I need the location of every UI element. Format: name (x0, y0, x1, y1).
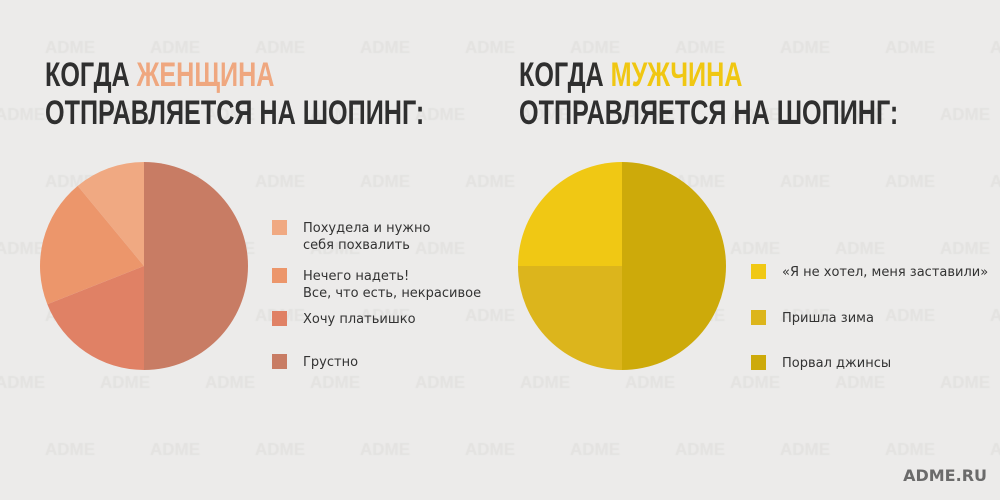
legend-label: Пришла зима (782, 310, 874, 327)
women-pie-chart (40, 162, 248, 370)
title-line2: ОТПРАВЛЯЕТСЯ НА ШОПИНГ: (519, 94, 899, 132)
legend-label-line: себя похвалить (303, 238, 410, 253)
title-prefix: КОГДА (45, 56, 130, 94)
legend-swatch (751, 310, 766, 325)
legend-swatch (751, 264, 766, 279)
legend-swatch (272, 268, 287, 283)
pie-slice (622, 162, 726, 370)
legend-label-line: Все, что есть, некрасивое (303, 286, 482, 301)
pie-slice (144, 162, 248, 370)
left-title: КОГДА ЖЕНЩИНА ОТПРАВЛЯЕТСЯ НА ШОПИНГ: (45, 56, 558, 132)
legend-label: Нечего надеть! Все, что есть, некрасивое (303, 268, 481, 302)
legend-label-line: Пришла зима (782, 311, 874, 326)
footer-brand: ADME.RU (903, 466, 987, 485)
legend-label-line: Порвал джинсы (782, 356, 892, 371)
legend-label: Хочу платьишко (303, 311, 416, 328)
legend-swatch (272, 220, 287, 235)
title-accent: ЖЕНЩИНА (136, 56, 275, 94)
title-prefix: КОГДА (519, 56, 604, 94)
pie-slice (518, 266, 622, 370)
legend-label-line: Похудела и нужно (303, 221, 431, 236)
legend-label-line: Нечего надеть! (303, 269, 410, 284)
legend-label-line: Хочу платьишко (303, 312, 416, 327)
legend-label: Порвал джинсы (782, 355, 891, 372)
title-line2: ОТПРАВЛЯЕТСЯ НА ШОПИНГ: (45, 94, 425, 132)
title-accent: МУЖЧИНА (610, 56, 743, 94)
pie-slice (518, 162, 622, 266)
men-pie-chart (518, 162, 726, 370)
pie-slice (40, 185, 145, 305)
pie-slice (47, 266, 144, 370)
legend-label-line: «Я не хотел, меня заставили» (782, 265, 989, 280)
legend-label: Грустно (303, 354, 358, 371)
legend-label-line: Грустно (303, 355, 359, 370)
legend-swatch (272, 311, 287, 326)
legend-swatch (272, 354, 287, 369)
pie-slice (77, 162, 144, 266)
legend-label: Похудела и нужно себя похвалить (303, 220, 430, 254)
right-title: КОГДА МУЖЧИНА ОТПРАВЛЯЕТСЯ НА ШОПИНГ: (519, 56, 1000, 132)
legend-label: «Я не хотел, меня заставили» (782, 264, 988, 281)
legend-swatch (751, 355, 766, 370)
